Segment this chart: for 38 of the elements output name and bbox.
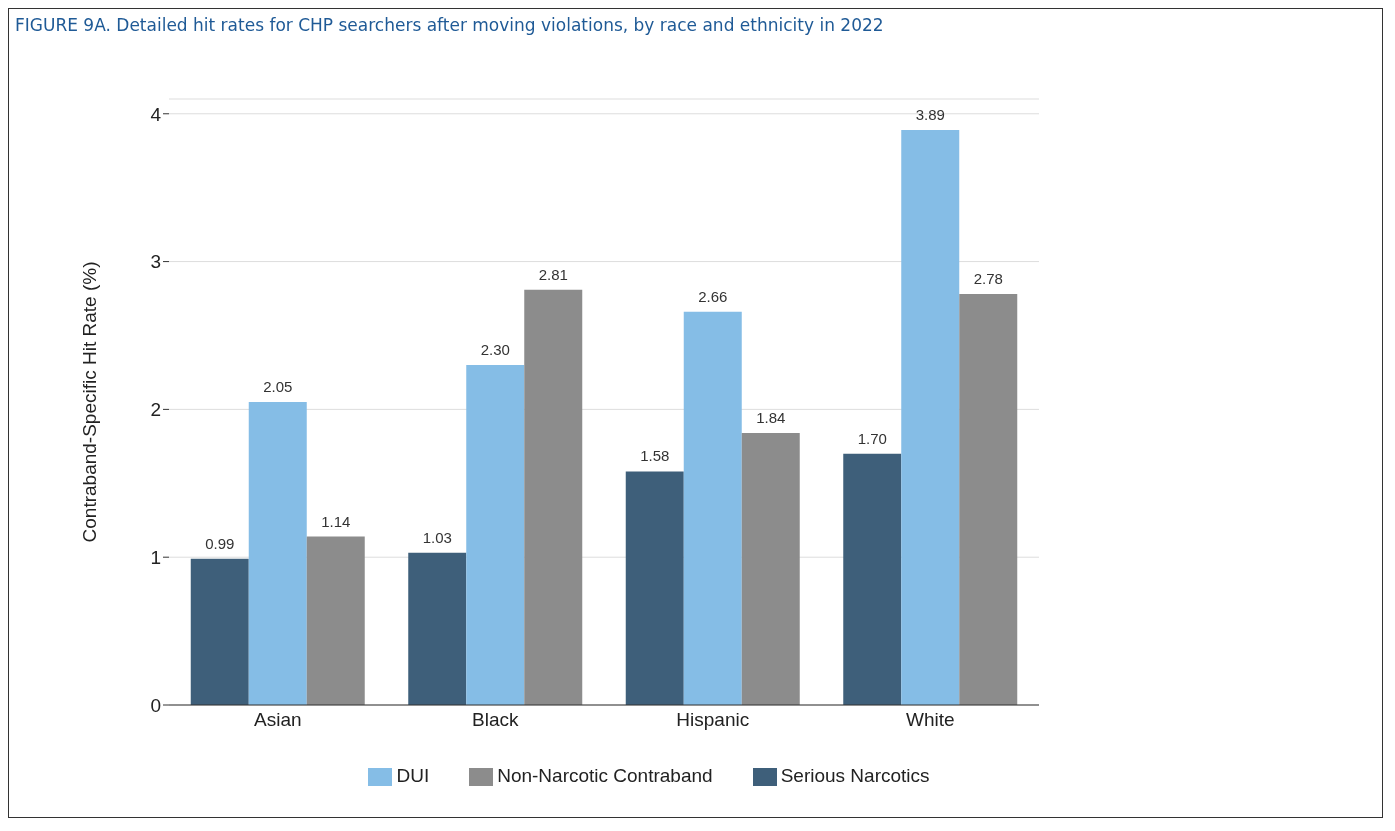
- data-label: 1.58: [640, 447, 670, 465]
- y-tick-label: 3: [150, 251, 161, 273]
- bar: [741, 433, 800, 705]
- data-label: 1.70: [857, 429, 887, 447]
- x-tick-label: Black: [472, 709, 519, 731]
- y-tick-label: 4: [150, 103, 162, 125]
- x-tick-label: Asian: [253, 709, 302, 731]
- x-tick-label: Hispanic: [676, 709, 750, 731]
- data-label: 2.81: [538, 265, 568, 283]
- data-label: 1.03: [422, 528, 452, 546]
- bar: [959, 294, 1018, 705]
- chart-title: FIGURE 9A. Detailed hit rates for CHP searchers after moving violations, by race and ethnicity in 2022: [15, 15, 884, 35]
- data-label: 2.78: [973, 270, 1003, 288]
- bar: [843, 453, 902, 705]
- y-tick-label: 1: [150, 546, 161, 568]
- data-label: 0.99: [205, 534, 235, 552]
- y-axis-title: Contraband-Specific Hit Rate (%): [78, 261, 100, 543]
- bar: [190, 558, 249, 705]
- legend-label: DUI: [396, 765, 430, 787]
- y-tick-label: 2: [150, 399, 161, 421]
- data-label: 2.30: [480, 341, 510, 359]
- bar: [466, 365, 525, 705]
- data-label: 1.84: [756, 409, 786, 427]
- bar: [248, 402, 307, 705]
- legend-label: Serious Narcotics: [780, 765, 930, 787]
- data-label: 2.66: [698, 287, 728, 305]
- bar: [408, 552, 467, 705]
- bar: [306, 536, 365, 705]
- bar: [524, 289, 583, 705]
- data-label: 1.14: [321, 512, 351, 530]
- legend-label: Non-Narcotic Contraband: [497, 765, 713, 787]
- bar: [683, 311, 742, 705]
- bar: [625, 471, 684, 705]
- x-tick-label: White: [905, 709, 955, 731]
- data-label: 2.05: [263, 378, 293, 395]
- data-label: 3.89: [915, 106, 945, 124]
- bar: [901, 130, 960, 705]
- y-tick-label: 0: [150, 694, 161, 716]
